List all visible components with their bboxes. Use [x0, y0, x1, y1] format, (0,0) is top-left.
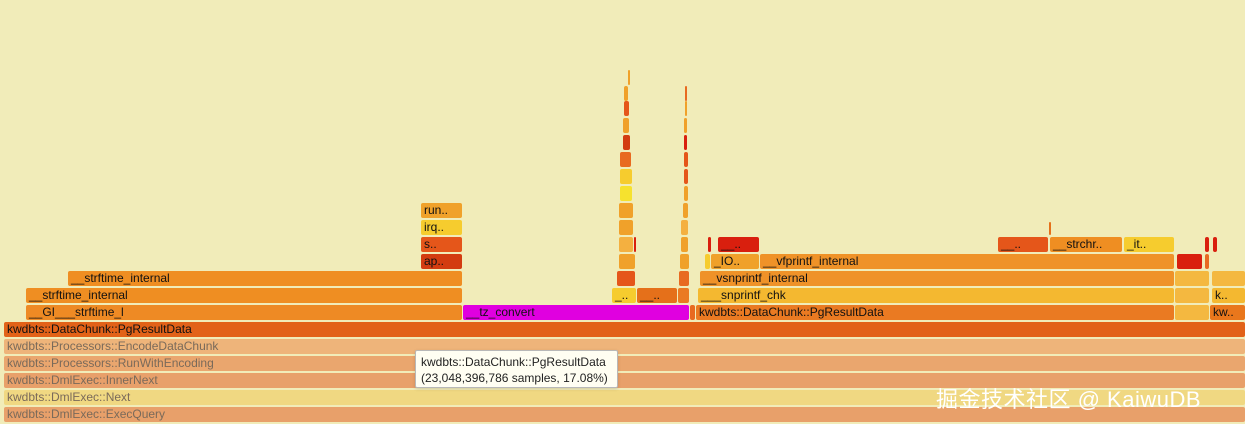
- frame-small[interactable]: [1175, 305, 1209, 320]
- frame-small[interactable]: [679, 271, 689, 286]
- frame-small[interactable]: [681, 220, 688, 235]
- frame-kw[interactable]: kw..: [1210, 305, 1245, 320]
- frame-small[interactable]: [685, 101, 687, 116]
- frame-it[interactable]: _it..: [1124, 237, 1174, 252]
- frame-small[interactable]: [1049, 222, 1051, 235]
- frame-small[interactable]: [620, 169, 632, 184]
- frame-pg-result-data-right[interactable]: kwdbts::DataChunk::PgResultData: [696, 305, 1174, 320]
- frame-exec-query[interactable]: kwdbts::DmlExec::ExecQuery: [4, 407, 1245, 422]
- frame-small[interactable]: [1213, 237, 1217, 252]
- frame-small[interactable]: [619, 254, 635, 269]
- frame-small[interactable]: [708, 237, 711, 252]
- frame-inner-next[interactable]: kwdbts::DmlExec::InnerNext: [4, 373, 1245, 388]
- frame-small[interactable]: [684, 152, 688, 167]
- frame-strchr[interactable]: __strchr..: [1050, 237, 1122, 252]
- frame-small[interactable]: [684, 118, 687, 133]
- frame-small[interactable]: [681, 237, 688, 252]
- frame-small[interactable]: [1205, 254, 1209, 269]
- frame-small[interactable]: [685, 86, 687, 101]
- frame-under-b[interactable]: __..: [998, 237, 1048, 252]
- frame-small[interactable]: [619, 203, 633, 218]
- frame-under-a[interactable]: __..: [718, 237, 759, 252]
- frame-small[interactable]: [623, 118, 629, 133]
- watermark: 掘金技术社区 @ KaiwuDB: [936, 387, 1202, 412]
- frame-irq[interactable]: irq..: [421, 220, 462, 235]
- frame-small[interactable]: [678, 288, 689, 303]
- frame-small[interactable]: [624, 86, 628, 101]
- frame-vsnprintf-internal[interactable]: __vsnprintf_internal: [700, 271, 1174, 286]
- frame-small[interactable]: [684, 169, 688, 184]
- frame-next[interactable]: kwdbts::DmlExec::Next: [4, 390, 1245, 405]
- frame-tz-convert[interactable]: __tz_convert: [463, 305, 689, 320]
- frame-under-d[interactable]: __..: [637, 288, 677, 303]
- frame-s[interactable]: s..: [421, 237, 462, 252]
- frame-small[interactable]: [1177, 254, 1202, 269]
- frame-small[interactable]: [623, 135, 630, 150]
- frame-run[interactable]: run..: [421, 203, 462, 218]
- frame-small[interactable]: [619, 237, 633, 252]
- frame-small[interactable]: [628, 70, 630, 85]
- frame-run-with-encoding[interactable]: kwdbts::Processors::RunWithEncoding: [4, 356, 1245, 371]
- frame-small[interactable]: [684, 135, 687, 150]
- frame-under-c[interactable]: _..: [612, 288, 636, 303]
- frame-pg-result-data[interactable]: kwdbts::DataChunk::PgResultData: [4, 322, 1245, 337]
- frame-io[interactable]: _IO..: [711, 254, 759, 269]
- frame-small[interactable]: [1175, 271, 1209, 286]
- tooltip-stats: (23,048,396,786 samples, 17.08%): [421, 371, 608, 385]
- frame-small[interactable]: [684, 186, 688, 201]
- frame-gi-strftime-l[interactable]: __GI___strftime_l: [26, 305, 462, 320]
- frame-small[interactable]: [1205, 237, 1209, 252]
- frame-vfprintf-internal[interactable]: __vfprintf_internal: [760, 254, 1174, 269]
- frame-snprintf-chk[interactable]: ___snprintf_chk: [698, 288, 1174, 303]
- frame-k[interactable]: k..: [1212, 288, 1245, 303]
- frame-encode-data-chunk[interactable]: kwdbts::Processors::EncodeDataChunk: [4, 339, 1245, 354]
- frame-small[interactable]: [1212, 271, 1245, 286]
- frame-small[interactable]: [620, 152, 631, 167]
- frame-small[interactable]: [619, 220, 633, 235]
- frame-small[interactable]: [705, 254, 710, 269]
- frame-small[interactable]: [620, 186, 632, 201]
- frame-ap[interactable]: ap..: [421, 254, 462, 269]
- frame-small[interactable]: [1175, 288, 1209, 303]
- frame-strftime-internal-2[interactable]: __strftime_internal: [68, 271, 462, 286]
- tooltip: kwdbts::DataChunk::PgResultData (23,048,…: [415, 350, 618, 388]
- frame-strftime-internal-1[interactable]: __strftime_internal: [26, 288, 462, 303]
- frame-small[interactable]: [683, 203, 688, 218]
- tooltip-name: kwdbts::DataChunk::PgResultData: [421, 355, 606, 369]
- frame-small[interactable]: [680, 254, 689, 269]
- frame-small[interactable]: [690, 305, 695, 320]
- frame-small[interactable]: [617, 271, 635, 286]
- frame-small[interactable]: [624, 101, 629, 116]
- frame-small[interactable]: [634, 237, 636, 252]
